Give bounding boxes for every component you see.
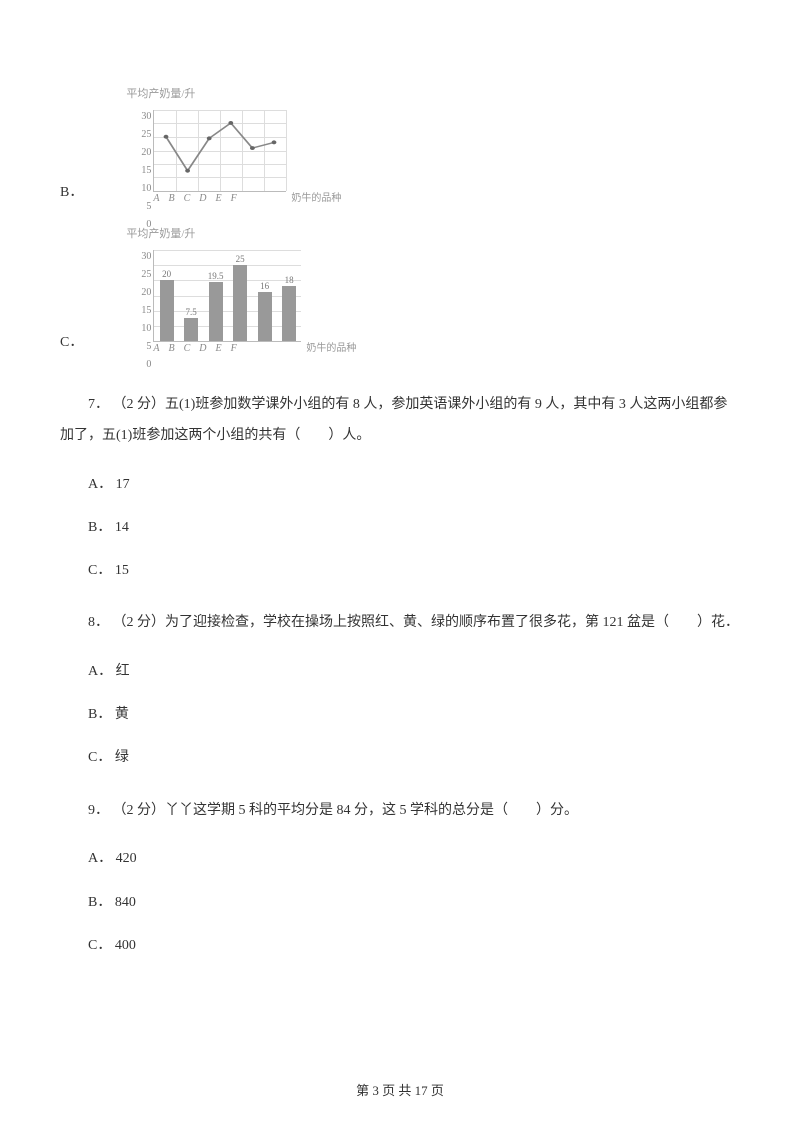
ytick: 20 <box>131 144 151 162</box>
q7-option-b: B． 14 <box>60 515 740 540</box>
xtick: C <box>184 340 191 358</box>
q9-option-c: C． 400 <box>60 933 740 958</box>
question-7: 7． （2 分）五(1)班参加数学课外小组的有 8 人，参加英语课外小组的有 9… <box>60 390 740 452</box>
q9-option-a: A． 420 <box>60 846 740 871</box>
chart-b-yaxis: 30 25 20 15 10 5 0 <box>131 108 151 192</box>
bar-value-label: 25 <box>236 251 245 267</box>
xtick: E <box>215 190 221 208</box>
xtick: A <box>153 190 159 208</box>
chart-b-wrap: 平均产奶量/升 30 25 20 15 10 5 0 <box>91 100 291 210</box>
chart-b-plot <box>153 110 286 192</box>
chart-b-ytitle: 平均产奶量/升 <box>126 85 195 105</box>
xtick: F <box>231 190 237 208</box>
q7-option-c: C． 15 <box>60 558 740 583</box>
chart-c-xtitle: 奶牛的品种 <box>306 340 356 358</box>
q8-option-c: C． 绿 <box>60 745 740 770</box>
q7-option-a: A． 17 <box>60 472 740 497</box>
xtick: A <box>153 340 159 358</box>
bar-value-label: 19.5 <box>208 268 224 284</box>
line-svg <box>154 110 286 191</box>
ytick: 10 <box>131 320 151 338</box>
xtick: B <box>168 190 174 208</box>
chart-c-plot: 207.519.5251618 <box>153 250 301 342</box>
chart-b-xtitle: 奶牛的品种 <box>291 190 341 208</box>
chart-c-xaxis: A B C D E F <box>153 340 236 358</box>
bar-value-label: 7.5 <box>185 304 196 320</box>
ytick: 15 <box>131 162 151 180</box>
ytick: 5 <box>131 338 151 356</box>
page-footer: 第 3 页 共 17 页 <box>0 1079 800 1102</box>
ytick: 25 <box>131 126 151 144</box>
q9-option-b: B． 840 <box>60 890 740 915</box>
ytick: 20 <box>131 284 151 302</box>
chart-c-ytitle: 平均产奶量/升 <box>126 225 195 245</box>
xtick: D <box>199 340 206 358</box>
bar-value-label: 18 <box>285 272 294 288</box>
option-b-label: B． <box>60 180 83 210</box>
bar-value-label: 16 <box>260 278 269 294</box>
chart-b-xaxis: A B C D E F <box>153 190 236 208</box>
option-b-chart: B． 平均产奶量/升 30 25 20 15 10 5 0 <box>60 100 740 210</box>
bar: 18 <box>282 286 296 341</box>
ytick: 0 <box>131 356 151 374</box>
question-8: 8． （2 分）为了迎接检查，学校在操场上按照红、黄、绿的顺序布置了很多花，第 … <box>60 608 740 639</box>
bars-container: 207.519.5251618 <box>154 250 301 341</box>
ytick: 10 <box>131 180 151 198</box>
question-9: 9． （2 分）丫丫这学期 5 科的平均分是 84 分，这 5 学科的总分是（ … <box>60 796 740 827</box>
bar: 25 <box>233 265 247 341</box>
q8-option-b: B． 黄 <box>60 702 740 727</box>
bar: 16 <box>258 292 272 341</box>
xtick: D <box>199 190 206 208</box>
bar: 20 <box>160 280 174 341</box>
bar: 19.5 <box>209 282 223 341</box>
xtick: F <box>231 340 237 358</box>
ytick: 30 <box>131 108 151 126</box>
line-chart-b: 平均产奶量/升 30 25 20 15 10 5 0 <box>121 100 291 210</box>
bar-chart-c: 平均产奶量/升 30 25 20 15 10 5 0 207.519.52516… <box>121 240 306 360</box>
ytick: 25 <box>131 266 151 284</box>
chart-c-yaxis: 30 25 20 15 10 5 0 <box>131 248 151 342</box>
q8-option-a: A． 红 <box>60 659 740 684</box>
xtick: C <box>184 190 191 208</box>
ytick: 15 <box>131 302 151 320</box>
ytick: 5 <box>131 198 151 216</box>
xtick: E <box>215 340 221 358</box>
xtick: B <box>168 340 174 358</box>
option-c-chart: C． 平均产奶量/升 30 25 20 15 10 5 0 207.519.52… <box>60 240 740 360</box>
bar-value-label: 20 <box>162 266 171 282</box>
ytick: 30 <box>131 248 151 266</box>
option-c-label: C． <box>60 330 83 360</box>
chart-c-wrap: 平均产奶量/升 30 25 20 15 10 5 0 207.519.52516… <box>91 240 306 360</box>
bar: 7.5 <box>184 318 198 341</box>
